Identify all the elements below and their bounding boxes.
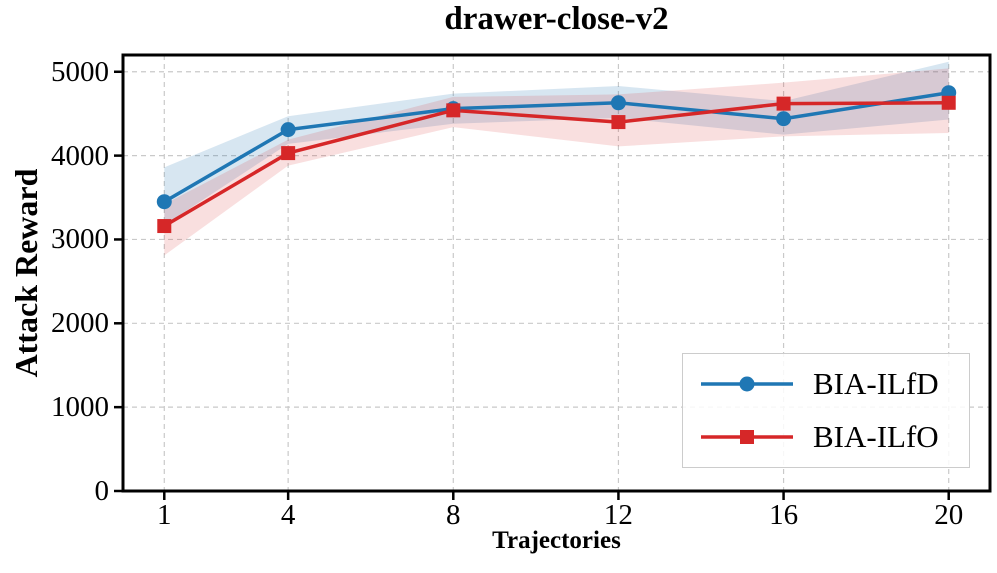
bia-ilfd-line-sample-icon <box>701 376 793 392</box>
bia-ilfo-line <box>162 101 951 228</box>
y-tick-label: 0 <box>94 475 110 507</box>
bia-ilfd-marker <box>610 95 626 111</box>
axes-spines <box>121 53 992 493</box>
x-tick-label: 4 <box>280 499 296 531</box>
y-tick-label: 2000 <box>51 307 109 340</box>
y-tick-label: 4000 <box>51 139 109 172</box>
legend-item-bia-ilfd: BIA-ILfD <box>683 358 969 411</box>
legend: BIA-ILfD BIA-ILfO <box>682 353 970 468</box>
bia-ilfo-marker <box>281 146 296 161</box>
x-tick-label: 20 <box>934 499 964 531</box>
chart-title: drawer-close-v2 <box>444 1 669 37</box>
bia-ilfd-marker <box>776 111 792 127</box>
bia-ilfo-marker <box>776 96 791 111</box>
y-tick-label: 5000 <box>51 55 109 88</box>
legend-label-bia-ilfd: BIA-ILfD <box>813 366 939 402</box>
bia-ilfo-marker <box>941 95 956 110</box>
y-tick-label: 3000 <box>51 223 109 256</box>
bia-ilfo-marker <box>611 115 626 130</box>
bia-ilfd-marker <box>156 194 172 210</box>
bia-ilfd-confidence-band <box>164 61 949 226</box>
bia-ilfo-marker <box>157 219 172 234</box>
bia-ilfd-line <box>162 90 951 204</box>
y-tick-label: 1000 <box>51 391 109 424</box>
x-axis-label: Trajectories <box>492 527 621 554</box>
bia-ilfd-marker <box>280 122 296 138</box>
bia-ilfo-confidence-band <box>164 68 949 256</box>
legend-label-bia-ilfo: BIA-ILfO <box>813 418 939 454</box>
bia-ilfo-line-sample-icon <box>701 429 793 444</box>
x-tick-label: 8 <box>446 499 461 531</box>
x-tick-label: 1 <box>157 499 172 531</box>
legend-item-bia-ilfo: BIA-ILfO <box>683 411 969 464</box>
x-tick-label: 16 <box>769 499 799 531</box>
bia-ilfo-marker <box>446 103 461 118</box>
x-tick-label: 12 <box>603 499 633 531</box>
